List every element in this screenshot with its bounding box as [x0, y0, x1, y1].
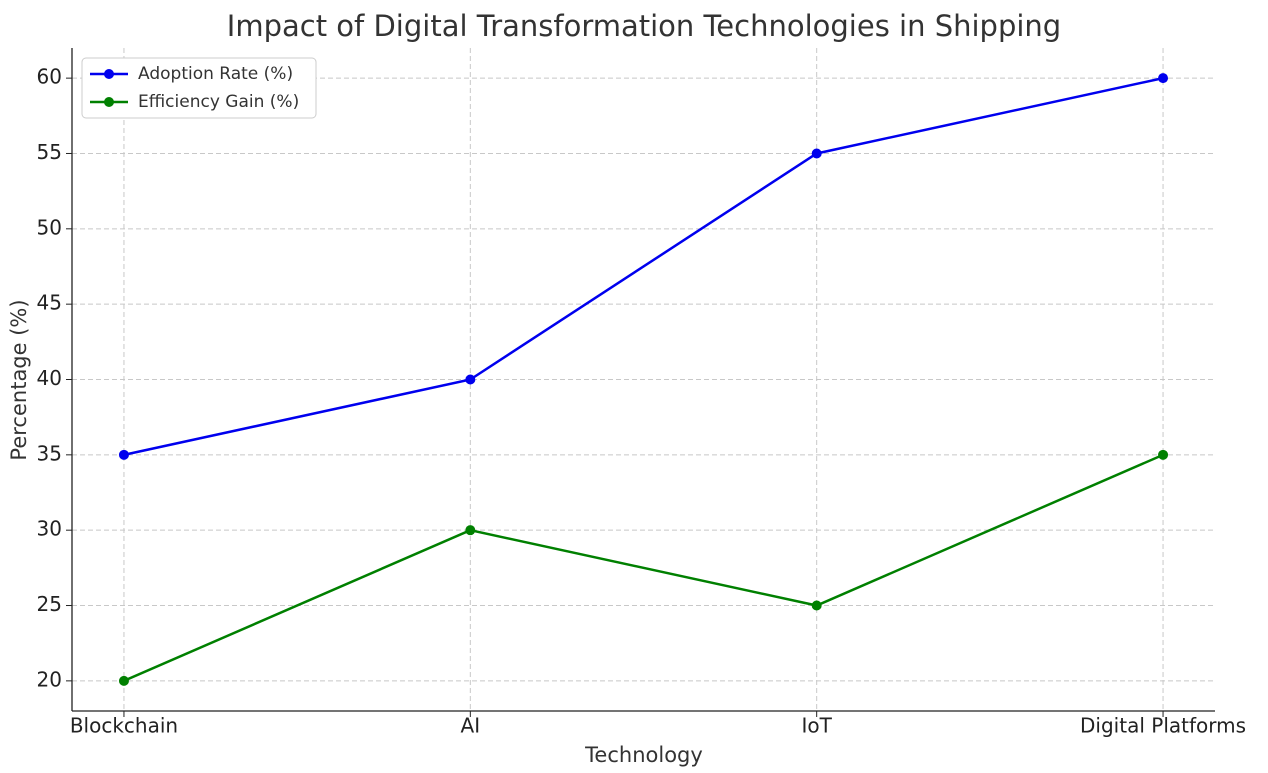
x-tick-label: Blockchain: [70, 714, 178, 738]
legend-marker: [104, 69, 114, 79]
x-tick-label: Digital Platforms: [1080, 714, 1246, 738]
y-axis-label: Percentage (%): [7, 299, 31, 460]
point: [1158, 449, 1169, 460]
y-tick-label: 40: [37, 366, 62, 390]
y-tick-label: 55: [37, 140, 62, 164]
legend-box: [81, 57, 317, 119]
legend-label: Adoption Rate (%): [138, 64, 293, 84]
point: [465, 525, 476, 536]
point: [811, 148, 822, 159]
legend: Adoption Rate (%) Efficiency Gain (%): [81, 57, 317, 119]
point: [118, 675, 129, 686]
chart-title: Impact of Digital Transformation Technol…: [227, 9, 1061, 43]
y-tick-label: 30: [37, 517, 62, 541]
x-tick-label: IoT: [802, 714, 833, 738]
point: [1158, 73, 1169, 84]
series-line: [123, 76, 1164, 457]
y-tick-label: 45: [37, 291, 62, 315]
y-tick-label: 35: [37, 441, 62, 465]
y-tick-label: 20: [37, 667, 62, 691]
point: [118, 449, 129, 460]
y-tick-label: 60: [37, 65, 62, 89]
point: [465, 374, 476, 385]
x-axis-label: Technology: [584, 743, 703, 767]
y-tick-label: 25: [37, 592, 62, 616]
legend-marker: [104, 97, 114, 107]
y-tick-label: 50: [37, 215, 62, 239]
x-tick-label: AI: [461, 714, 481, 738]
point: [811, 600, 822, 611]
legend-label: Efficiency Gain (%): [138, 92, 299, 112]
series-line: [123, 453, 1164, 683]
